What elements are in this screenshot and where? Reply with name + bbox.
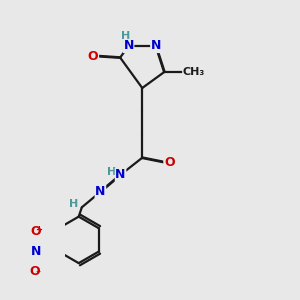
Text: H: H [68,199,78,209]
Text: H: H [107,167,116,177]
Text: N: N [31,245,41,258]
Text: H: H [122,31,131,41]
Text: N: N [95,185,106,198]
Text: O: O [164,156,175,169]
Text: O: O [30,226,41,238]
Text: O: O [88,50,98,62]
Text: N: N [151,40,161,52]
Text: N: N [116,168,126,181]
Text: +: + [35,225,42,234]
Text: N: N [123,40,134,52]
Text: O: O [29,266,40,278]
Text: CH₃: CH₃ [183,67,205,77]
Text: ⁻: ⁻ [35,269,40,279]
